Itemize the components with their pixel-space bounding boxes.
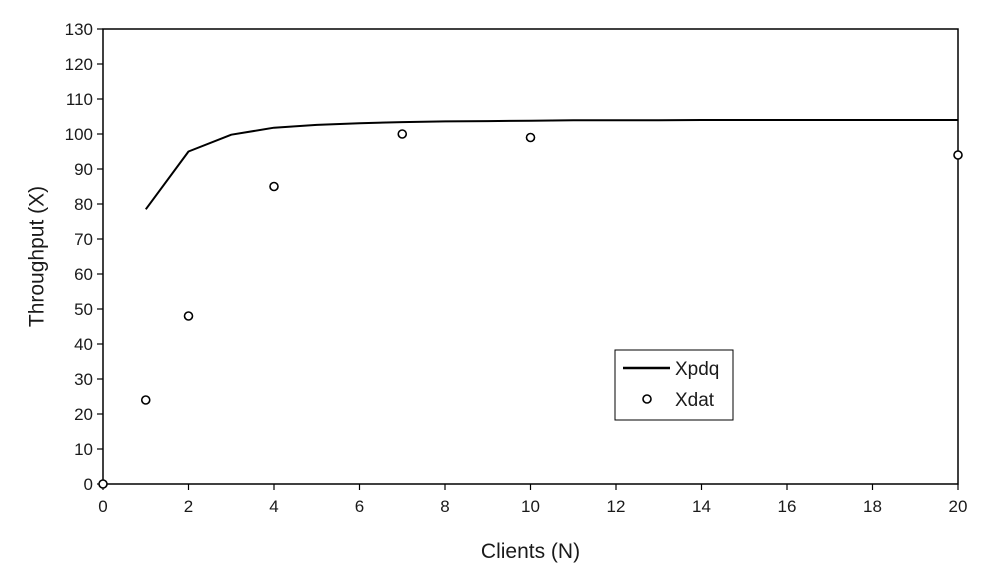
y-tick-label: 110	[66, 90, 93, 109]
x-tick-label: 8	[440, 497, 449, 516]
x-axis-ticks: 0 2 4 6 8 10 12 14 16 18 20	[98, 484, 967, 516]
x-tick-label: 10	[521, 497, 540, 516]
data-point-xdat	[397, 129, 408, 139]
y-tick-label: 100	[65, 125, 93, 144]
data-point-xdat	[98, 479, 108, 489]
y-tick-label: 40	[74, 335, 93, 354]
y-tick-label: 90	[74, 160, 93, 179]
plot-area-frame	[102, 28, 959, 485]
legend-box	[614, 349, 734, 421]
x-tick-label: 2	[184, 497, 193, 516]
y-tick-label: 120	[65, 55, 93, 74]
x-tick-label: 20	[949, 497, 968, 516]
x-tick-label: 16	[778, 497, 797, 516]
series-line-xpdq	[144, 119, 958, 210]
series-layer	[98, 119, 963, 489]
y-tick-label: 50	[74, 300, 93, 319]
x-tick-label: 18	[863, 497, 882, 516]
legend: Xpdq Xdat	[614, 349, 734, 421]
y-axis-ticks: 0 10 20 30 40 50 60 70 80 90 100 110 120 130	[65, 20, 103, 494]
y-tick-label: 0	[84, 475, 93, 494]
y-tick-label: 10	[74, 440, 93, 459]
data-point-xdat	[269, 181, 279, 192]
data-point-xdat	[183, 311, 194, 321]
data-point-xdat	[953, 150, 963, 160]
y-tick-label: 80	[74, 195, 93, 214]
x-tick-label: 14	[692, 497, 711, 516]
y-tick-label: 20	[74, 405, 93, 424]
y-tick-label: 60	[74, 265, 93, 284]
legend-xdat-label: Xdat	[675, 390, 715, 411]
y-axis-title: Throughput (X)	[25, 186, 48, 327]
y-tick-label: 130	[65, 20, 93, 39]
x-tick-label: 0	[98, 497, 107, 516]
legend-xpdq-label: Xpdq	[675, 359, 719, 380]
x-tick-label: 6	[355, 497, 364, 516]
legend-xdat-swatch	[642, 394, 652, 404]
y-tick-label: 30	[74, 370, 93, 389]
x-tick-label: 12	[607, 497, 626, 516]
data-point-xdat	[525, 132, 536, 143]
y-tick-label: 70	[74, 230, 93, 249]
data-point-xdat	[140, 395, 151, 405]
x-tick-label: 4	[269, 497, 278, 516]
x-axis-title: Clients (N)	[481, 540, 580, 563]
